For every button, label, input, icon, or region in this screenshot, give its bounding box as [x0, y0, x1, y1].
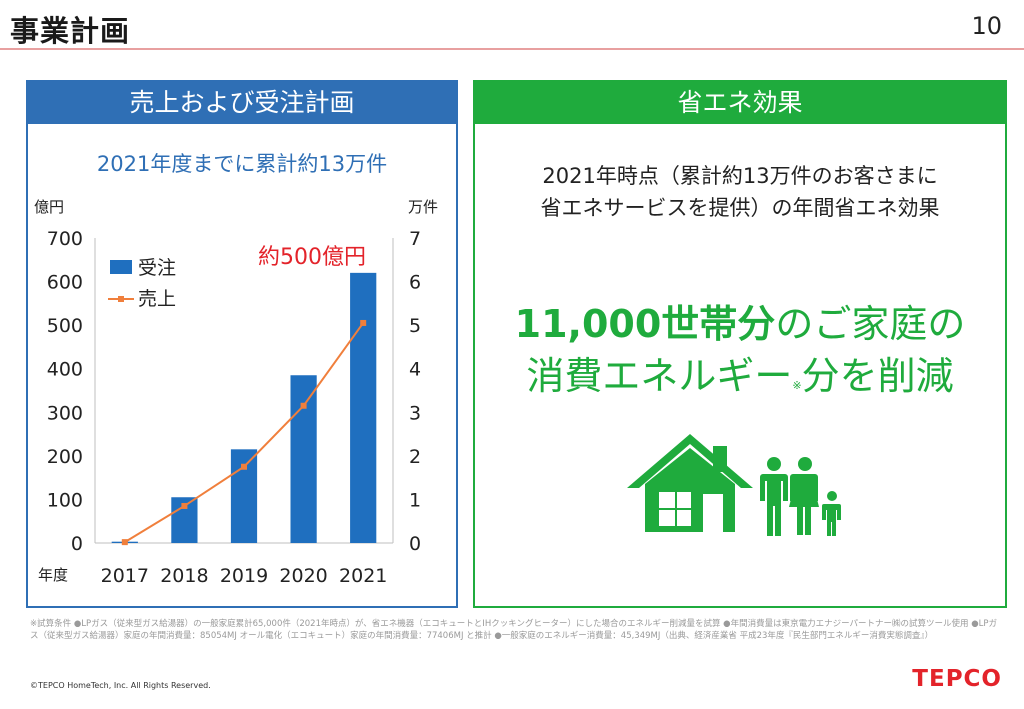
- sales-orders-header: 売上および受注計画: [28, 82, 456, 124]
- energy-saving-header: 省エネ効果: [475, 82, 1005, 124]
- right-tick-label: 6: [409, 272, 421, 294]
- effect-intro-line2: 省エネサービスを提供）の年間省エネ効果: [540, 196, 940, 220]
- legend-line-marker: [118, 296, 124, 302]
- house-icon: [627, 434, 753, 532]
- title-rule: [0, 48, 1024, 50]
- line-point-sales: [181, 502, 188, 509]
- right-tick-label: 4: [409, 359, 421, 381]
- left-tick-label: 500: [47, 315, 83, 337]
- left-tick-label: 400: [47, 359, 83, 381]
- chart-annotation: 約500億円: [258, 245, 366, 270]
- bar-order: [230, 449, 258, 543]
- x-tick-label: 2019: [220, 565, 268, 587]
- sales-orders-panel: 売上および受注計画 2021年度までに累計約13万件 0 100 200 300 400…: [26, 80, 458, 608]
- left-tick-label: 700: [47, 228, 83, 250]
- page-number: 10: [971, 12, 1002, 40]
- line-point-sales: [300, 402, 307, 409]
- right-tick-label: 1: [409, 489, 421, 511]
- effect-households: 11,000世帯分: [514, 302, 776, 346]
- left-tick-label: 200: [47, 446, 83, 468]
- bar-order: [290, 375, 317, 543]
- tepco-logo: TEPCO: [912, 666, 1002, 692]
- x-axis-label: 年度: [38, 566, 68, 584]
- right-tick-label: 3: [409, 402, 421, 424]
- right-tick-label: 2: [409, 446, 421, 468]
- footnote-mark: ※: [792, 379, 802, 392]
- x-tick-label: 2017: [101, 565, 149, 587]
- x-tick-label: 2020: [279, 565, 327, 587]
- effect-line1-rest: のご家庭の: [775, 302, 966, 346]
- page-title: 事業計画: [10, 14, 131, 48]
- chart-subtitle: 2021年度までに累計約13万件: [96, 152, 388, 176]
- x-tick-label: 2021: [339, 565, 387, 587]
- right-tick-label: 5: [409, 315, 421, 337]
- effect-intro-line1: 2021年時点（累計約13万件のお客さまに: [542, 164, 938, 188]
- line-point-sales: [121, 539, 128, 546]
- right-tick-label: 0: [409, 533, 421, 555]
- left-tick-label: 300: [47, 402, 83, 424]
- effect-line2-a: 消費エネルギー: [526, 354, 793, 398]
- line-point-sales: [360, 319, 367, 326]
- legend-bar-label: 受注: [138, 257, 176, 279]
- copyright: ©TEPCO HomeTech, Inc. All Rights Reserve…: [30, 681, 211, 690]
- line-point-sales: [241, 463, 247, 470]
- legend-line-label: 売上: [138, 288, 176, 310]
- legend-bar-swatch: [110, 260, 132, 274]
- left-tick-label: 100: [47, 489, 83, 511]
- footnote: ※試算条件 ●LPガス（従来型ガス給湯器）の一般家庭累計65,000件（2021…: [30, 619, 997, 641]
- effect-intro: 2021年時点（累計約13万件のお客さまに 省エネサービスを提供）の年間省エネ効…: [475, 160, 1005, 224]
- left-tick-label: 600: [47, 272, 83, 294]
- x-tick-label: 2018: [160, 565, 208, 587]
- left-tick-label: 0: [71, 533, 83, 555]
- right-tick-label: 7: [409, 228, 421, 250]
- effect-line2-b: 分を削減: [801, 354, 954, 398]
- effect-main-message: 11,000世帯分のご家庭の 消費エネルギー※分を削減: [475, 298, 1005, 412]
- left-axis-unit: 億円: [34, 198, 64, 216]
- energy-saving-panel: 省エネ効果 2021年時点（累計約13万件のお客さまに 省エネサービスを提供）の…: [473, 80, 1007, 608]
- right-axis-unit: 万件: [408, 198, 438, 216]
- bar-order: [350, 272, 377, 543]
- family-icon: [760, 457, 841, 536]
